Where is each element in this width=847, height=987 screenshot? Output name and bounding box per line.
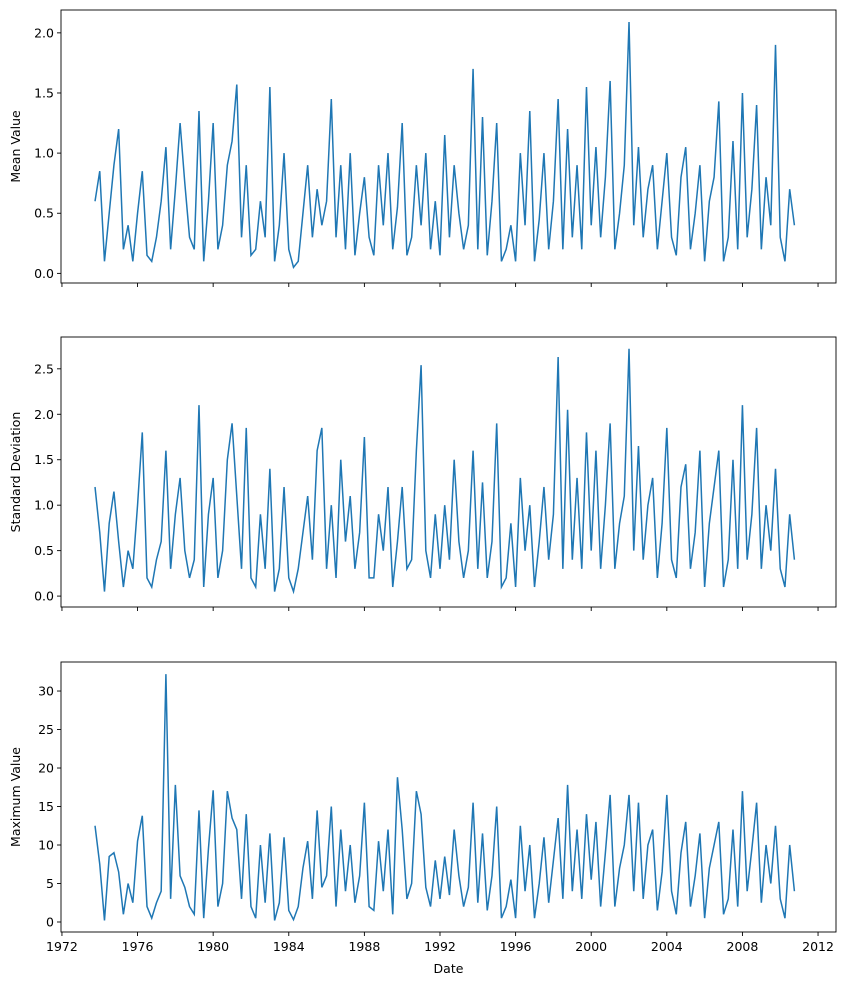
y-tick-label: 0.0 — [34, 589, 54, 604]
x-tick-label: 2008 — [727, 939, 759, 954]
y-tick-label: 2.5 — [34, 361, 54, 376]
plot-frame — [60, 336, 837, 608]
y-tick-label: 30 — [38, 684, 54, 699]
y-tick-label: 1.0 — [34, 498, 54, 513]
x-tick-label: 2004 — [651, 939, 683, 954]
y-axis-label: Mean Value — [8, 110, 23, 183]
x-tick-label: 1972 — [46, 939, 78, 954]
y-axis-label: Maximum Value — [8, 747, 23, 847]
y-tick-label: 0.5 — [34, 543, 54, 558]
x-tick-label: 1996 — [500, 939, 532, 954]
y-tick-label: 0 — [46, 914, 54, 929]
data-line — [94, 348, 796, 595]
y-tick-label: 2.0 — [34, 25, 54, 40]
plot-frame — [60, 9, 837, 284]
y-tick-label: 0.0 — [34, 266, 54, 281]
x-tick-label: 1984 — [273, 939, 305, 954]
y-tick-label: 20 — [38, 761, 54, 776]
x-tick-label: 1988 — [348, 939, 380, 954]
y-tick-label: 10 — [38, 838, 54, 853]
y-tick-label: 1.5 — [34, 452, 54, 467]
x-tick-label: 1976 — [122, 939, 154, 954]
plot-frame — [60, 661, 837, 933]
x-tick-label: 2012 — [802, 939, 834, 954]
y-axis-label: Standard Deviation — [8, 412, 23, 533]
data-line — [94, 674, 796, 922]
y-tick-label: 25 — [38, 722, 54, 737]
y-tick-label: 1.5 — [34, 85, 54, 100]
x-tick-label: 1992 — [424, 939, 456, 954]
x-tick-label: 1980 — [197, 939, 229, 954]
data-line — [94, 22, 796, 270]
y-tick-label: 5 — [46, 876, 54, 891]
y-tick-label: 2.0 — [34, 407, 54, 422]
y-tick-label: 15 — [38, 799, 54, 814]
x-tick-label: 2000 — [575, 939, 607, 954]
y-tick-label: 0.5 — [34, 206, 54, 221]
x-axis-label: Date — [434, 961, 464, 976]
y-tick-label: 1.0 — [34, 146, 54, 161]
